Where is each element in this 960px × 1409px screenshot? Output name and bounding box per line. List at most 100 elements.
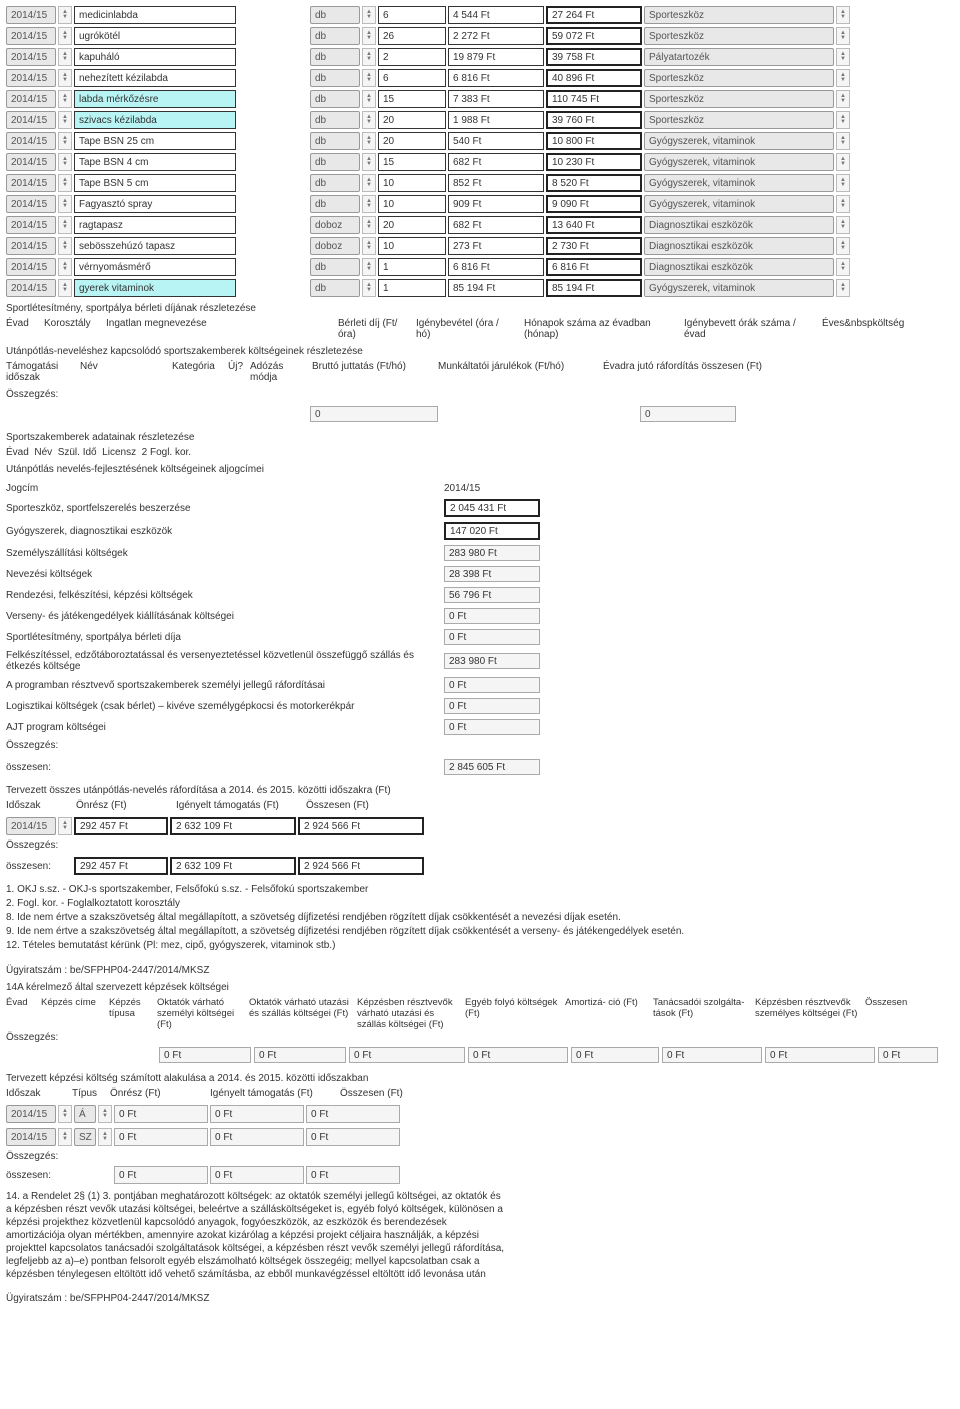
category-select[interactable]: Gyógyszerek, vitaminok [644, 153, 834, 171]
season-select[interactable]: 2014/15 [6, 195, 56, 213]
price-input[interactable]: 19 879 Ft [448, 48, 544, 66]
updown-icon[interactable]: ▲▼ [362, 90, 376, 108]
updown-icon[interactable]: ▲▼ [836, 279, 850, 297]
tk-type[interactable]: SZ [74, 1128, 96, 1146]
item-name[interactable]: vérnyomásmérő [74, 258, 236, 276]
item-name[interactable]: labda mérkőzésre [74, 90, 236, 108]
qty-input[interactable]: 10 [378, 195, 446, 213]
unit-select[interactable]: db [310, 174, 360, 192]
season-select[interactable]: 2014/15 [6, 216, 56, 234]
qty-input[interactable]: 20 [378, 132, 446, 150]
price-input[interactable]: 909 Ft [448, 195, 544, 213]
updown-icon[interactable]: ▲▼ [98, 1128, 112, 1146]
season-select[interactable]: 2014/15 [6, 48, 56, 66]
season-select[interactable]: 2014/15 [6, 279, 56, 297]
updown-icon[interactable]: ▲▼ [836, 69, 850, 87]
item-name[interactable]: Tape BSN 25 cm [74, 132, 236, 150]
price-input[interactable]: 6 816 Ft [448, 69, 544, 87]
category-select[interactable]: Sporteszköz [644, 111, 834, 129]
unit-select[interactable]: db [310, 69, 360, 87]
updown-icon[interactable]: ▲▼ [836, 195, 850, 213]
updown-icon[interactable]: ▲▼ [836, 90, 850, 108]
price-input[interactable]: 2 272 Ft [448, 27, 544, 45]
updown-icon[interactable]: ▲▼ [98, 1105, 112, 1123]
updown-icon[interactable]: ▲▼ [362, 153, 376, 171]
updown-icon[interactable]: ▲▼ [836, 48, 850, 66]
price-input[interactable]: 540 Ft [448, 132, 544, 150]
price-input[interactable]: 682 Ft [448, 153, 544, 171]
price-input[interactable]: 852 Ft [448, 174, 544, 192]
price-input[interactable]: 273 Ft [448, 237, 544, 255]
season-select[interactable]: 2014/15 [6, 132, 56, 150]
updown-icon[interactable]: ▲▼ [58, 1128, 72, 1146]
qty-input[interactable]: 6 [378, 6, 446, 24]
unit-select[interactable]: db [310, 258, 360, 276]
updown-icon[interactable]: ▲▼ [58, 69, 72, 87]
updown-icon[interactable]: ▲▼ [836, 153, 850, 171]
price-input[interactable]: 85 194 Ft [448, 279, 544, 297]
updown-icon[interactable]: ▲▼ [836, 237, 850, 255]
item-name[interactable]: medicinlabda [74, 6, 236, 24]
unit-select[interactable]: db [310, 111, 360, 129]
qty-input[interactable]: 26 [378, 27, 446, 45]
category-select[interactable]: Gyógyszerek, vitaminok [644, 195, 834, 213]
category-select[interactable]: Gyógyszerek, vitaminok [644, 174, 834, 192]
item-name[interactable]: Fagyasztó spray [74, 195, 236, 213]
category-select[interactable]: Diagnosztikai eszközök [644, 258, 834, 276]
updown-icon[interactable]: ▲▼ [836, 258, 850, 276]
updown-icon[interactable]: ▲▼ [58, 279, 72, 297]
updown-icon[interactable]: ▲▼ [362, 69, 376, 87]
category-select[interactable]: Sporteszköz [644, 69, 834, 87]
unit-select[interactable]: db [310, 279, 360, 297]
updown-icon[interactable]: ▲▼ [836, 132, 850, 150]
updown-icon[interactable]: ▲▼ [58, 1105, 72, 1123]
category-select[interactable]: Gyógyszerek, vitaminok [644, 132, 834, 150]
updown-icon[interactable]: ▲▼ [58, 174, 72, 192]
item-name[interactable]: ragtapasz [74, 216, 236, 234]
qty-input[interactable]: 6 [378, 69, 446, 87]
unit-select[interactable]: doboz [310, 237, 360, 255]
price-input[interactable]: 1 988 Ft [448, 111, 544, 129]
updown-icon[interactable]: ▲▼ [836, 6, 850, 24]
season-select[interactable]: 2014/15 [6, 237, 56, 255]
updown-icon[interactable]: ▲▼ [362, 216, 376, 234]
price-input[interactable]: 7 383 Ft [448, 90, 544, 108]
price-input[interactable]: 4 544 Ft [448, 6, 544, 24]
terv-season[interactable]: 2014/15 [6, 817, 56, 835]
unit-select[interactable]: doboz [310, 216, 360, 234]
price-input[interactable]: 682 Ft [448, 216, 544, 234]
updown-icon[interactable]: ▲▼ [836, 216, 850, 234]
updown-icon[interactable]: ▲▼ [58, 153, 72, 171]
updown-icon[interactable]: ▲▼ [362, 111, 376, 129]
updown-icon[interactable]: ▲▼ [362, 195, 376, 213]
price-input[interactable]: 6 816 Ft [448, 258, 544, 276]
category-select[interactable]: Gyógyszerek, vitaminok [644, 279, 834, 297]
item-name[interactable]: sebösszehúzó tapasz [74, 237, 236, 255]
updown-icon[interactable]: ▲▼ [362, 237, 376, 255]
category-select[interactable]: Sporteszköz [644, 90, 834, 108]
qty-input[interactable]: 20 [378, 111, 446, 129]
updown-icon[interactable]: ▲▼ [58, 237, 72, 255]
updown-icon[interactable]: ▲▼ [58, 6, 72, 24]
qty-input[interactable]: 1 [378, 279, 446, 297]
updown-icon[interactable]: ▲▼ [58, 48, 72, 66]
season-select[interactable]: 2014/15 [6, 111, 56, 129]
category-select[interactable]: Sporteszköz [644, 27, 834, 45]
updown-icon[interactable]: ▲▼ [58, 111, 72, 129]
unit-select[interactable]: db [310, 90, 360, 108]
tk-season[interactable]: 2014/15 [6, 1105, 56, 1123]
updown-icon[interactable]: ▲▼ [362, 27, 376, 45]
updown-icon[interactable]: ▲▼ [362, 6, 376, 24]
updown-icon[interactable]: ▲▼ [58, 258, 72, 276]
season-select[interactable]: 2014/15 [6, 69, 56, 87]
season-select[interactable]: 2014/15 [6, 174, 56, 192]
qty-input[interactable]: 20 [378, 216, 446, 234]
qty-input[interactable]: 10 [378, 174, 446, 192]
updown-icon[interactable]: ▲▼ [362, 258, 376, 276]
qty-input[interactable]: 1 [378, 258, 446, 276]
unit-select[interactable]: db [310, 132, 360, 150]
season-select[interactable]: 2014/15 [6, 90, 56, 108]
updown-icon[interactable]: ▲▼ [58, 195, 72, 213]
unit-select[interactable]: db [310, 6, 360, 24]
item-name[interactable]: kapuháló [74, 48, 236, 66]
